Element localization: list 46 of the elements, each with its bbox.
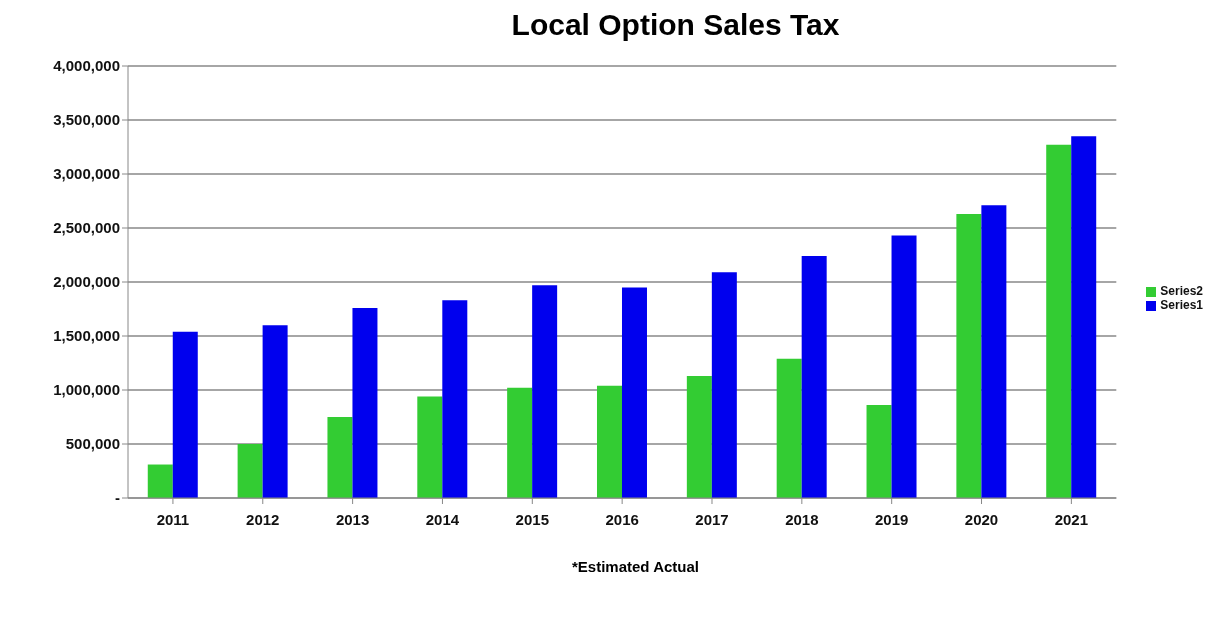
bar (147, 464, 173, 498)
bar (1071, 136, 1097, 498)
y-tick-label: 2,000,000 (53, 273, 120, 291)
bar (596, 385, 622, 498)
bar (237, 444, 263, 498)
bar (507, 387, 533, 498)
bar (262, 325, 288, 498)
chart-title: Local Option Sales Tax (510, 8, 841, 43)
bar (776, 358, 802, 498)
bar (981, 205, 1007, 498)
y-tick-label: - (115, 489, 120, 507)
y-tick-label: 3,500,000 (53, 111, 120, 129)
x-tick-label: 2013 (335, 510, 370, 528)
x-tick-label: 2018 (785, 510, 819, 528)
bar (891, 235, 917, 498)
x-tick-label: 2017 (695, 510, 729, 528)
legend-label: Series1 (1160, 298, 1203, 312)
x-tick-label: 2019 (875, 510, 909, 528)
legend-label: Series2 (1160, 284, 1203, 298)
bar (1046, 144, 1072, 498)
x-tick-label: 2020 (964, 510, 999, 528)
y-tick-label: 3,000,000 (53, 165, 120, 183)
bar (327, 417, 353, 498)
text: *Estimated Actual (571, 558, 700, 575)
bar (621, 287, 647, 498)
x-tick-label: 2011 (156, 510, 190, 528)
x-tick-label: 2021 (1054, 510, 1089, 528)
x-tick-label: 2015 (515, 510, 549, 528)
y-tick-label: 1,000,000 (53, 381, 120, 399)
y-tick-label: 500,000 (65, 435, 120, 453)
y-tick-label: 2,500,000 (53, 219, 120, 237)
bar (801, 256, 827, 498)
bar (417, 396, 443, 498)
x-tick-label: 2012 (246, 510, 280, 528)
bar (866, 405, 892, 498)
bar (352, 307, 378, 498)
bar (442, 300, 468, 498)
bar (172, 331, 198, 498)
bar (711, 272, 737, 498)
y-tick-label: 1,500,000 (53, 327, 120, 345)
bar (956, 213, 982, 498)
x-tick-label: 2016 (605, 510, 639, 528)
bar (532, 285, 558, 498)
y-tick-label: 4,000,000 (53, 57, 120, 75)
x-tick-label: 2014 (425, 510, 460, 528)
bar (686, 375, 712, 498)
